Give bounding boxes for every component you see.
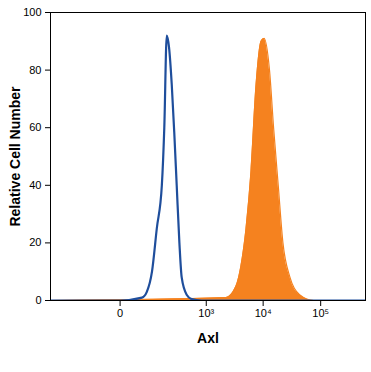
svg-text:100: 100 (23, 6, 41, 18)
svg-text:40: 40 (29, 179, 41, 191)
svg-text:0: 0 (117, 307, 123, 319)
svg-text:20: 20 (29, 236, 41, 248)
svg-text:60: 60 (29, 121, 41, 133)
svg-text:10⁴: 10⁴ (255, 307, 272, 319)
svg-text:Relative Cell Number: Relative Cell Number (7, 86, 23, 227)
svg-text:Axl: Axl (197, 330, 219, 346)
svg-text:80: 80 (29, 64, 41, 76)
svg-text:10⁵: 10⁵ (312, 307, 329, 319)
svg-text:0: 0 (35, 294, 41, 306)
svg-text:10³: 10³ (198, 307, 214, 319)
